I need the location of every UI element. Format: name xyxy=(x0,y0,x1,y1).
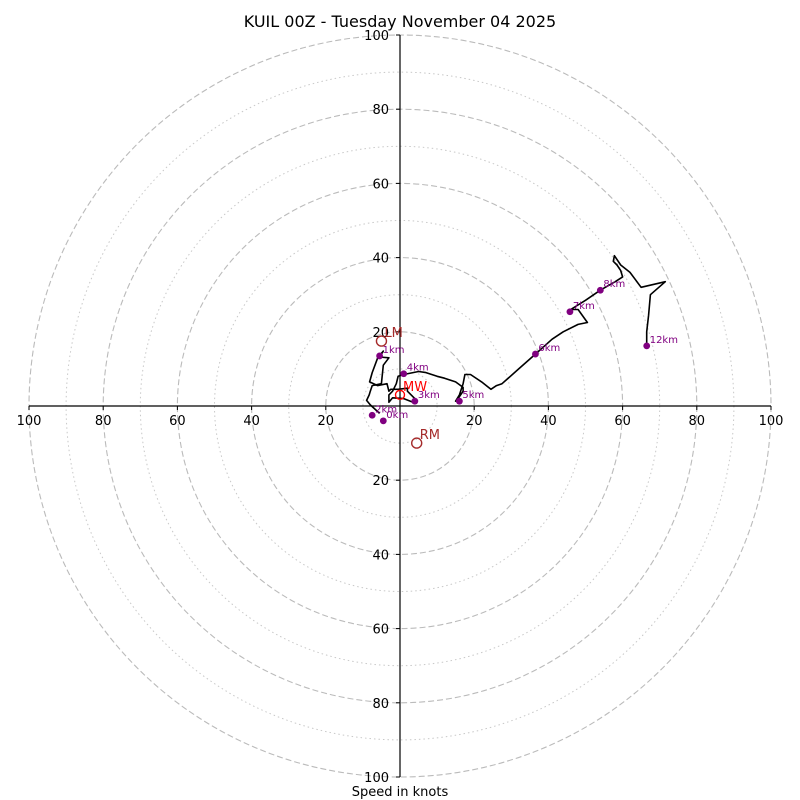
y-tick-label: 40 xyxy=(372,548,389,563)
height-label-1km: 1km xyxy=(383,345,405,356)
height-label-3km: 3km xyxy=(418,390,440,401)
height-marker-2km xyxy=(368,411,376,419)
height-label-7km: 7km xyxy=(573,301,595,312)
height-markers: 0km 1km 2km 3km 4km 5km 6km 7km 8km 12km xyxy=(368,279,678,425)
axes xyxy=(28,34,772,778)
y-tick-label: 100 xyxy=(364,29,389,44)
x-tick-label: 80 xyxy=(95,414,112,429)
storm-motion-markers: LM RM MW xyxy=(375,326,440,449)
height-marker-1km xyxy=(376,352,383,360)
height-label-8km: 8km xyxy=(603,279,625,290)
height-marker-12km xyxy=(643,342,651,350)
y-tick-label: 100 xyxy=(364,771,389,786)
storm-motion-label-rm: RM xyxy=(420,428,440,443)
height-marker-4km xyxy=(400,370,408,378)
height-label-4km: 4km xyxy=(407,363,429,374)
wind-trace xyxy=(365,254,667,414)
storm-motion-rm xyxy=(410,437,423,449)
x-tick-label: 60 xyxy=(614,414,631,429)
height-marker-3km xyxy=(411,397,419,405)
y-tick-label: 60 xyxy=(372,623,389,638)
hodograph-trace-line xyxy=(365,254,667,414)
mean-wind-label: MW xyxy=(403,380,427,395)
x-tick-label: 80 xyxy=(689,414,706,429)
x-tick-label: 20 xyxy=(318,414,335,429)
storm-motion-label-lm: LM xyxy=(384,326,402,341)
x-tick-label: 100 xyxy=(759,414,784,429)
height-label-6km: 6km xyxy=(538,343,560,354)
height-label-0km: 0km xyxy=(386,410,408,421)
height-marker-8km xyxy=(596,286,604,294)
y-tick-label: 80 xyxy=(372,103,389,118)
x-tick-label: 40 xyxy=(540,414,557,429)
y-tick-label: 60 xyxy=(372,177,389,192)
x-tick-label: 20 xyxy=(466,414,483,429)
y-tick-label: 40 xyxy=(372,252,389,267)
y-tick-label: 20 xyxy=(372,474,389,489)
height-marker-0km xyxy=(379,417,387,425)
x-tick-label: 100 xyxy=(17,414,42,429)
x-tick-label: 60 xyxy=(169,414,186,429)
height-marker-5km xyxy=(455,397,463,405)
storm-motion-lm xyxy=(375,335,388,347)
speed-tick-labels: 1001008080606040402020202040406060808010… xyxy=(17,29,784,786)
height-marker-7km xyxy=(566,308,574,316)
y-tick-label: 80 xyxy=(372,697,389,712)
height-marker-6km xyxy=(532,350,539,358)
chart-title: KUIL 00Z - Tuesday November 04 2025 xyxy=(244,12,556,31)
height-label-5km: 5km xyxy=(462,390,484,401)
height-label-12km: 12km xyxy=(650,335,678,346)
mean-wind-marker xyxy=(394,389,406,401)
height-label-2km: 2km xyxy=(375,404,397,415)
x-axis-label: Speed in knots xyxy=(352,785,449,800)
x-tick-label: 40 xyxy=(243,414,260,429)
